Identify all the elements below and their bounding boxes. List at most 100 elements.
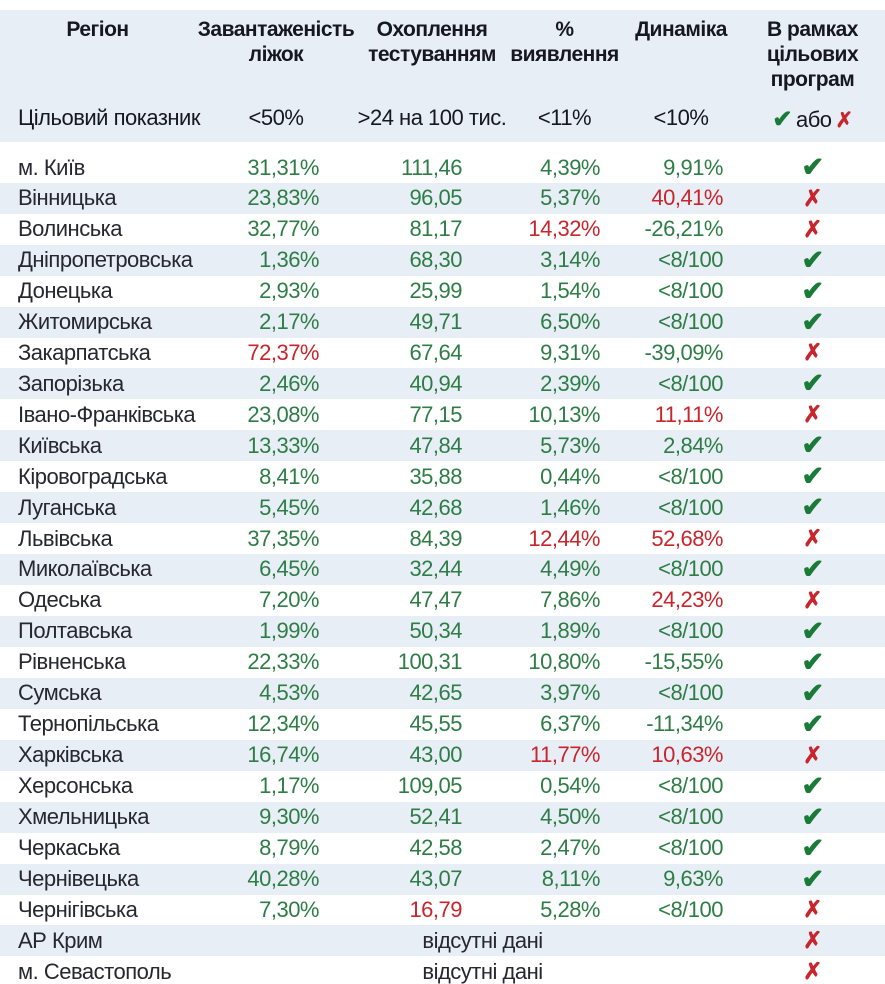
region-name: Закарпатська bbox=[18, 339, 151, 365]
testing-coverage-value: 32,44 bbox=[357, 553, 507, 585]
detection-rate-value: 0,54% bbox=[540, 773, 600, 799]
dynamics-value: 11,11% bbox=[654, 401, 724, 427]
table-row: м. Севастополь відсутні дані ✗ bbox=[0, 956, 885, 984]
result-icon: ✔ bbox=[740, 244, 885, 276]
col-header-target-programs: В рамках цільових програм bbox=[740, 10, 885, 100]
table-row: Волинська 32,77% 81,17 14,32% -26,21% ✗ bbox=[0, 214, 885, 245]
result-icon: ✔ bbox=[740, 368, 885, 400]
table-row: Тернопільська 12,34% 45,55 6,37% -11,34%… bbox=[0, 709, 885, 740]
bed-occupancy-value: 2,46% bbox=[195, 368, 357, 400]
bed-occupancy-value: 1,99% bbox=[195, 615, 357, 647]
header-line: ліжок bbox=[248, 43, 304, 66]
target-dynamics-value: <10% bbox=[622, 100, 740, 142]
dynamics-value: <8/100 bbox=[622, 244, 740, 276]
bed-occupancy-value: 31,31% bbox=[247, 154, 319, 180]
col-header-detection-rate: % виявлення bbox=[507, 10, 622, 100]
bed-occupancy-value: 23,08% bbox=[247, 401, 319, 427]
dynamics-value: -15,55% bbox=[644, 649, 724, 675]
result-icon: ✗ bbox=[803, 339, 822, 366]
dynamics-value: 52,68% bbox=[651, 525, 723, 551]
result-icon: ✔ bbox=[740, 553, 885, 585]
target-indicator-row: Цільовий показник <50% >24 на 100 тис. <… bbox=[0, 100, 885, 142]
result-icon: ✔ bbox=[801, 832, 824, 863]
detection-rate-value: 12,44% bbox=[528, 525, 600, 551]
testing-coverage-value: 42,68 bbox=[357, 492, 507, 524]
dynamics-value: <8/100 bbox=[622, 553, 740, 585]
region-name: Херсонська bbox=[18, 773, 133, 799]
testing-coverage-value: 43,07 bbox=[357, 863, 507, 895]
region-name: Одеська bbox=[18, 587, 102, 613]
dynamics-value: 9,91% bbox=[663, 154, 723, 180]
result-icon: ✗ bbox=[803, 401, 822, 428]
detection-rate-value: 11,77% bbox=[507, 739, 622, 771]
result-icon: ✔ bbox=[801, 646, 824, 677]
bed-occupancy-value: 5,45% bbox=[195, 492, 357, 524]
header-line: виявлення bbox=[510, 43, 619, 66]
bed-occupancy-value: 2,93% bbox=[259, 278, 319, 304]
spacer-row bbox=[0, 142, 885, 152]
detection-rate-value: 0,44% bbox=[540, 463, 600, 489]
header-line: тестуванням bbox=[368, 43, 496, 66]
region-name: Донецька bbox=[18, 278, 113, 304]
dynamics-value: 24,23% bbox=[651, 587, 723, 613]
region-name: Київська bbox=[0, 430, 195, 462]
region-name: Чернівецька bbox=[0, 863, 195, 895]
detection-rate-value: 7,86% bbox=[540, 587, 600, 613]
table-row: Херсонська 1,17% 109,05 0,54% <8/100 ✔ bbox=[0, 771, 885, 802]
result-icon: ✔ bbox=[740, 615, 885, 647]
result-icon: ✗ bbox=[740, 739, 885, 771]
region-name: Луганська bbox=[0, 492, 195, 524]
dynamics-value: <8/100 bbox=[622, 306, 740, 338]
dynamics-value: 40,41% bbox=[622, 183, 740, 214]
result-icon: ✔ bbox=[801, 275, 824, 306]
dynamics-value: 10,63% bbox=[622, 739, 740, 771]
bed-occupancy-value: 22,33% bbox=[247, 649, 319, 675]
testing-coverage-value: 111,46 bbox=[400, 154, 463, 180]
dynamics-value: <8/100 bbox=[622, 677, 740, 709]
testing-coverage-value: 68,30 bbox=[357, 244, 507, 276]
testing-coverage-value: 84,39 bbox=[409, 525, 462, 551]
result-icon: ✔ bbox=[801, 770, 824, 801]
detection-rate-value: 4,50% bbox=[507, 801, 622, 833]
result-icon: ✔ bbox=[801, 152, 824, 182]
region-name: Харківська bbox=[0, 739, 195, 771]
testing-coverage-value: 16,79 bbox=[409, 896, 462, 922]
result-icon: ✔ bbox=[740, 801, 885, 833]
header-line: цільових bbox=[766, 43, 859, 66]
result-icon: ✔ bbox=[801, 461, 824, 492]
col-header-bed-occupancy: Завантаженість ліжок bbox=[195, 10, 357, 100]
testing-coverage-value: 49,71 bbox=[357, 306, 507, 338]
detection-rate-value: 4,49% bbox=[507, 553, 622, 585]
header-line: Охоплення bbox=[376, 18, 488, 41]
bed-occupancy-value: 2,17% bbox=[195, 306, 357, 338]
detection-rate-value: 5,28% bbox=[540, 896, 600, 922]
data-table: Регіон Завантаженість ліжок Охоплення те… bbox=[0, 10, 885, 984]
testing-coverage-value: 109,05 bbox=[397, 773, 463, 799]
region-name: Житомирська bbox=[0, 306, 195, 338]
table-row: Одеська 7,20% 47,47 7,86% 24,23% ✗ bbox=[0, 585, 885, 616]
detection-rate-value: 10,80% bbox=[528, 649, 600, 675]
table-row: Запорізька 2,46% 40,94 2,39% <8/100 ✔ bbox=[0, 368, 885, 400]
dynamics-value: 2,84% bbox=[622, 430, 740, 462]
region-name: Дніпропетровська bbox=[0, 244, 195, 276]
dynamics-value: <8/100 bbox=[622, 492, 740, 524]
dynamics-value: -11,34% bbox=[646, 711, 723, 737]
testing-coverage-value: 42,65 bbox=[357, 677, 507, 709]
result-icon: ✗ bbox=[803, 958, 822, 984]
table-row: Хмельницька 9,30% 52,41 4,50% <8/100 ✔ bbox=[0, 801, 885, 833]
target-bed-value: <50% bbox=[195, 100, 357, 142]
result-icon: ✗ bbox=[803, 215, 822, 242]
region-name: АР Крим bbox=[0, 925, 195, 957]
region-name: Івано-Франківська bbox=[18, 401, 196, 427]
detection-rate-value: 3,14% bbox=[507, 244, 622, 276]
result-icon: ✗ bbox=[740, 925, 885, 957]
testing-coverage-value: 43,00 bbox=[357, 739, 507, 771]
table-row: м. Київ 31,31% 111,46 4,39% 9,91% ✔ bbox=[0, 152, 885, 183]
table-row: Житомирська 2,17% 49,71 6,50% <8/100 ✔ bbox=[0, 306, 885, 338]
result-icon: ✔ bbox=[740, 430, 885, 462]
testing-coverage-value: 81,17 bbox=[409, 216, 462, 242]
region-name: Волинська bbox=[18, 216, 123, 242]
dynamics-value: <8/100 bbox=[658, 278, 723, 304]
bed-occupancy-value: 13,33% bbox=[195, 430, 357, 462]
